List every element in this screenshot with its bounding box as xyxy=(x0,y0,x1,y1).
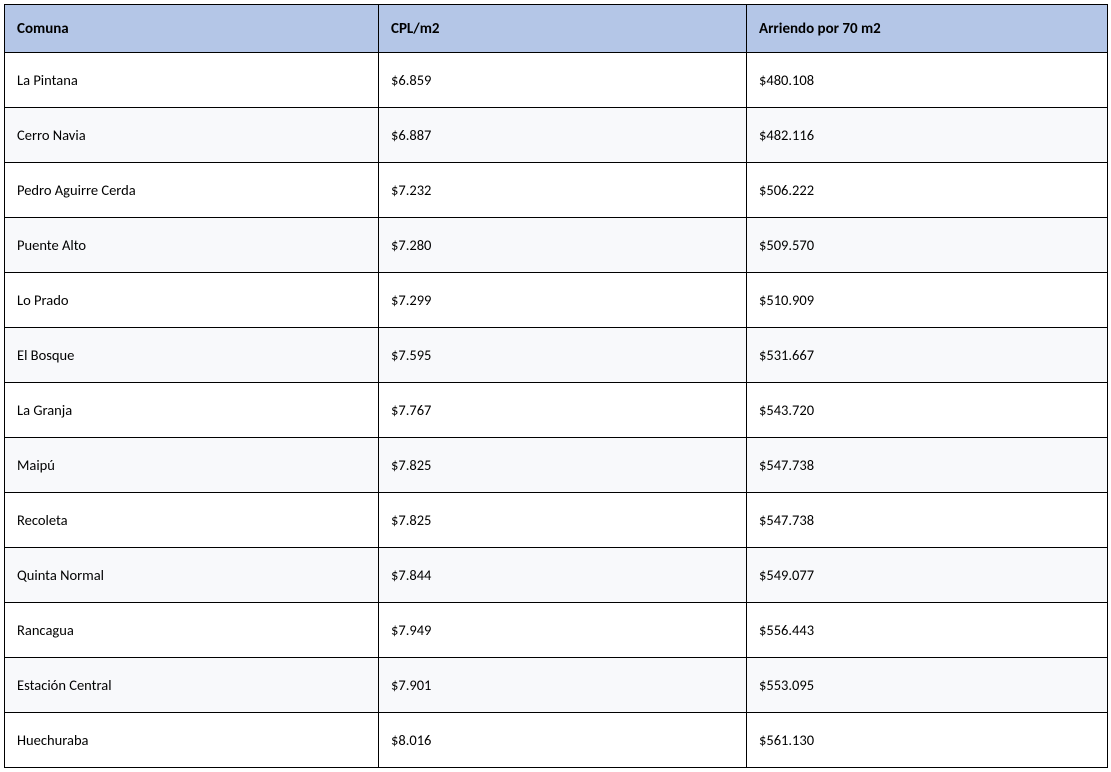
cell-cpl: $7.844 xyxy=(379,548,747,603)
cell-cpl: $7.595 xyxy=(379,328,747,383)
cell-comuna: Rancagua xyxy=(5,603,379,658)
cell-comuna: Maipú xyxy=(5,438,379,493)
table-row: Pedro Aguirre Cerda $7.232 $506.222 xyxy=(5,163,1108,218)
cell-comuna: Lo Prado xyxy=(5,273,379,328)
table-row: Maipú $7.825 $547.738 xyxy=(5,438,1108,493)
table-row: Quinta Normal $7.844 $549.077 xyxy=(5,548,1108,603)
cell-cpl: $7.232 xyxy=(379,163,747,218)
cell-comuna: La Pintana xyxy=(5,53,379,108)
cell-arriendo: $543.720 xyxy=(747,383,1108,438)
table-header-row: Comuna CPL/m2 Arriendo por 70 m2 xyxy=(5,5,1108,53)
cell-cpl: $6.859 xyxy=(379,53,747,108)
cell-arriendo: $531.667 xyxy=(747,328,1108,383)
col-header-comuna: Comuna xyxy=(5,5,379,53)
cell-arriendo: $561.130 xyxy=(747,713,1108,768)
table-row: Cerro Navia $6.887 $482.116 xyxy=(5,108,1108,163)
cell-comuna: Recoleta xyxy=(5,493,379,548)
cell-comuna: Quinta Normal xyxy=(5,548,379,603)
cell-arriendo: $556.443 xyxy=(747,603,1108,658)
table-row: Huechuraba $8.016 $561.130 xyxy=(5,713,1108,768)
table-row: Estación Central $7.901 $553.095 xyxy=(5,658,1108,713)
cell-cpl: $7.825 xyxy=(379,493,747,548)
cell-arriendo: $510.909 xyxy=(747,273,1108,328)
cell-comuna: Pedro Aguirre Cerda xyxy=(5,163,379,218)
cell-arriendo: $509.570 xyxy=(747,218,1108,273)
cell-comuna: Huechuraba xyxy=(5,713,379,768)
cell-arriendo: $553.095 xyxy=(747,658,1108,713)
cell-arriendo: $482.116 xyxy=(747,108,1108,163)
table-row: La Pintana $6.859 $480.108 xyxy=(5,53,1108,108)
table-row: Recoleta $7.825 $547.738 xyxy=(5,493,1108,548)
cell-cpl: $7.825 xyxy=(379,438,747,493)
cell-arriendo: $480.108 xyxy=(747,53,1108,108)
cell-comuna: La Granja xyxy=(5,383,379,438)
cell-cpl: $8.016 xyxy=(379,713,747,768)
table-row: Lo Prado $7.299 $510.909 xyxy=(5,273,1108,328)
col-header-cpl: CPL/m2 xyxy=(379,5,747,53)
table-row: Rancagua $7.949 $556.443 xyxy=(5,603,1108,658)
table-row: Puente Alto $7.280 $509.570 xyxy=(5,218,1108,273)
cell-comuna: Estación Central xyxy=(5,658,379,713)
col-header-arriendo: Arriendo por 70 m2 xyxy=(747,5,1108,53)
cell-arriendo: $547.738 xyxy=(747,493,1108,548)
table-body: La Pintana $6.859 $480.108 Cerro Navia $… xyxy=(5,53,1108,768)
cell-comuna: Puente Alto xyxy=(5,218,379,273)
table-row: El Bosque $7.595 $531.667 xyxy=(5,328,1108,383)
comuna-table: Comuna CPL/m2 Arriendo por 70 m2 La Pint… xyxy=(4,4,1108,768)
cell-cpl: $7.280 xyxy=(379,218,747,273)
cell-cpl: $6.887 xyxy=(379,108,747,163)
cell-comuna: Cerro Navia xyxy=(5,108,379,163)
cell-cpl: $7.901 xyxy=(379,658,747,713)
cell-arriendo: $547.738 xyxy=(747,438,1108,493)
cell-cpl: $7.767 xyxy=(379,383,747,438)
cell-arriendo: $506.222 xyxy=(747,163,1108,218)
cell-cpl: $7.299 xyxy=(379,273,747,328)
table-row: La Granja $7.767 $543.720 xyxy=(5,383,1108,438)
cell-cpl: $7.949 xyxy=(379,603,747,658)
cell-arriendo: $549.077 xyxy=(747,548,1108,603)
cell-comuna: El Bosque xyxy=(5,328,379,383)
